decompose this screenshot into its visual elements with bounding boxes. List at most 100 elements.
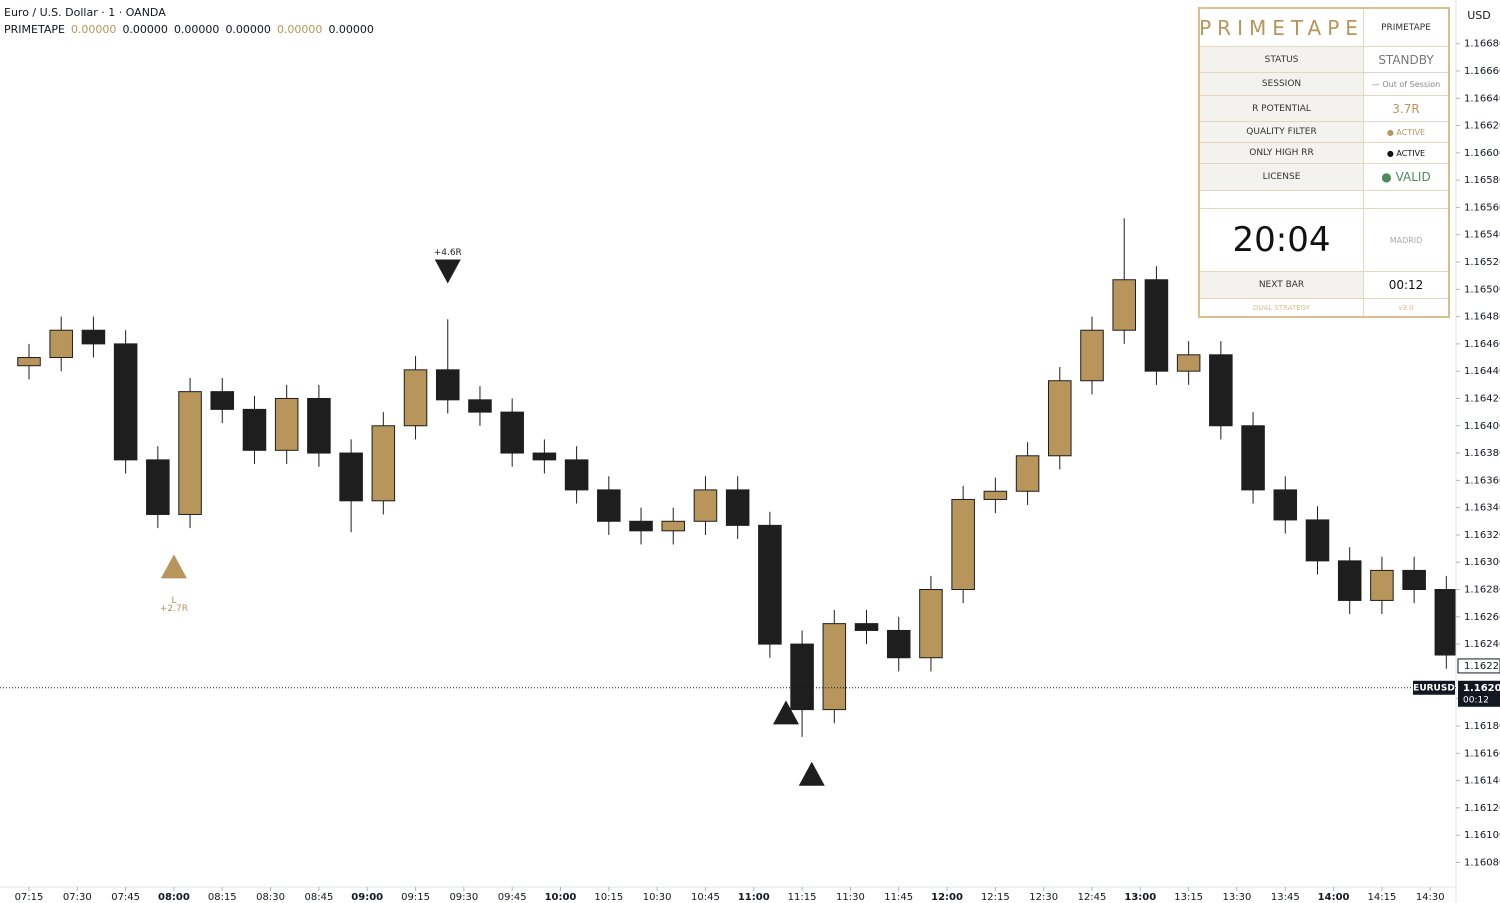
last-price-label: 1.16224: [1464, 661, 1500, 672]
indicator-value: 0.00000: [328, 23, 374, 36]
y-tick-label: 1.16480: [1464, 312, 1500, 323]
x-tick-label: 14:15: [1367, 892, 1396, 903]
y-tick-label: 1.16320: [1464, 530, 1500, 541]
candle-body: [597, 489, 621, 522]
candle-body: [758, 524, 782, 645]
x-tick-label: 08:00: [158, 892, 190, 903]
y-tick-label: 1.16240: [1464, 639, 1500, 650]
panel-row: SESSION — Out of Session: [1200, 72, 1448, 95]
y-tick-label: 1.16660: [1464, 66, 1500, 77]
candle-body: [822, 623, 847, 711]
candle-body: [113, 343, 138, 461]
panel-row-label: SESSION: [1200, 73, 1364, 95]
candle-body: [951, 498, 975, 591]
candle-body: [1048, 380, 1072, 457]
candle-body: [242, 408, 267, 451]
info-panel: PRIMETAPE PRIMETAPE STATUS STANDBY SESSION…: [1198, 7, 1450, 318]
panel-row-value: STANDBY: [1378, 52, 1434, 67]
indicator-value: 0.00000: [276, 23, 323, 36]
candle-body: [1209, 354, 1233, 427]
candle-body: [274, 397, 299, 451]
y-tick-label: 1.16160: [1464, 748, 1500, 759]
candle-body: [371, 425, 396, 502]
x-tick-label: 13:00: [1124, 892, 1156, 903]
candle-body: [661, 520, 686, 532]
candle-body: [146, 459, 170, 515]
x-tick-label: 10:00: [545, 892, 577, 903]
candle-body: [1434, 589, 1456, 656]
x-tick-label: 09:45: [498, 892, 527, 903]
y-tick-label: 1.16440: [1464, 366, 1500, 377]
candle-body: [1273, 489, 1298, 521]
candle-body: [854, 623, 879, 631]
x-tick-label: 13:15: [1174, 892, 1203, 903]
candle-body: [500, 411, 524, 454]
panel-row: QUALITY FILTER ● ACTIVE: [1200, 121, 1448, 142]
panel-row-label: LICENSE: [1200, 164, 1364, 190]
candle-body: [725, 489, 750, 526]
current-price-label: 1.16208: [1463, 683, 1500, 694]
y-tick-label: 1.16500: [1464, 284, 1500, 295]
x-tick-label: 14:30: [1416, 892, 1445, 903]
current-price-box: [1458, 680, 1500, 707]
y-tick-label: 1.16360: [1464, 475, 1500, 486]
y-tick-label: 1.16280: [1464, 585, 1500, 596]
x-tick-label: 07:45: [111, 892, 140, 903]
y-tick-label: 1.16400: [1464, 421, 1500, 432]
panel-row-label: QUALITY FILTER: [1200, 122, 1364, 142]
next-bar-label: NEXT BAR: [1200, 272, 1364, 298]
y-tick-label: 1.16340: [1464, 503, 1500, 514]
y-tick-label: 1.16640: [1464, 93, 1500, 104]
y-tick-label: 1.16520: [1464, 257, 1500, 268]
panel-row: LICENSE ● VALID: [1200, 163, 1448, 190]
y-tick-label: 1.16620: [1464, 121, 1500, 132]
signal-label: +4.6R: [434, 248, 462, 258]
currency[interactable]: USD: [1467, 9, 1491, 22]
x-tick-label: 14:00: [1318, 892, 1350, 903]
candle-body: [983, 490, 1008, 500]
indicator-value: 0.00000: [122, 23, 168, 36]
candle-body: [339, 452, 363, 502]
candle-body: [307, 397, 331, 454]
y-tick-label: 1.16140: [1464, 776, 1500, 787]
x-tick-label: 11:30: [836, 892, 865, 903]
x-tick-label: 10:15: [594, 892, 623, 903]
indicator-value: 0.00000: [70, 23, 117, 36]
y-tick-label: 1.16460: [1464, 339, 1500, 350]
x-tick-label: 07:30: [63, 892, 92, 903]
y-tick-label: 1.16600: [1464, 148, 1500, 159]
candle-body: [790, 643, 814, 711]
candle-body: [629, 520, 653, 532]
candle-body: [435, 369, 460, 401]
candle-body: [564, 459, 589, 491]
candle-body: [1305, 519, 1330, 562]
y-tick-label: 1.16560: [1464, 202, 1500, 213]
panel-row-label: R POTENTIAL: [1200, 96, 1364, 121]
y-tick-label: 1.16300: [1464, 557, 1500, 568]
y-tick-label: 1.16540: [1464, 230, 1500, 241]
candle-body: [693, 489, 718, 522]
candle-body: [1015, 455, 1040, 492]
signal-marker: [798, 761, 825, 786]
candle-body: [403, 369, 428, 427]
x-tick-label: 10:45: [691, 892, 720, 903]
candle-body: [81, 329, 106, 345]
y-tick-label: 1.16420: [1464, 393, 1500, 404]
signal-label: L: [171, 596, 176, 606]
footer-version: v3.0: [1398, 303, 1414, 312]
indicator-value: 0.00000: [173, 23, 220, 36]
countdown: 00:12: [1463, 695, 1489, 705]
panel-row-value: ● ACTIVE: [1386, 148, 1426, 158]
candle-body: [210, 391, 235, 410]
panel-title: PRIMETAPE: [1199, 9, 1364, 46]
city: MADRID: [1389, 235, 1423, 245]
y-tick-label: 1.16120: [1464, 803, 1500, 814]
x-tick-label: 08:30: [256, 892, 285, 903]
x-tick-label: 12:00: [931, 892, 963, 903]
clock: 20:04: [1200, 209, 1364, 271]
last-price-box: [1457, 658, 1500, 674]
x-tick-label: 09:00: [351, 892, 383, 903]
symbol-title: Euro / U.S. Dollar · 1 · OANDA: [4, 6, 166, 19]
x-tick-label: 09:15: [401, 892, 430, 903]
